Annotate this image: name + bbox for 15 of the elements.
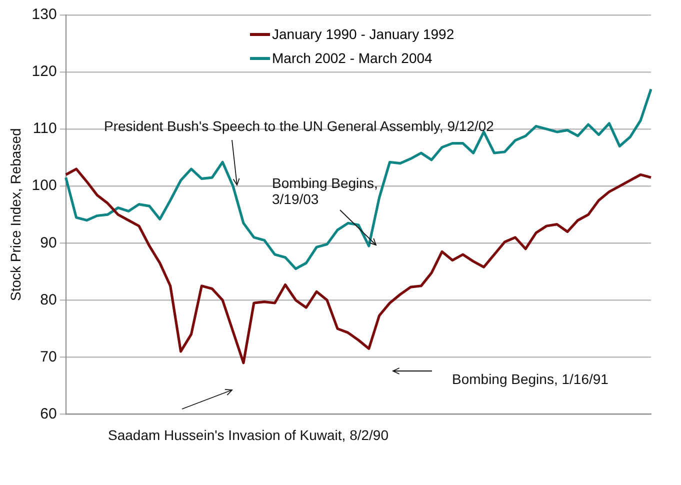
y-tick-label: 90 — [40, 234, 57, 252]
y-tick-label: 120 — [32, 63, 57, 80]
y-tick-label: 130 — [32, 6, 57, 24]
legend-label: January 1990 - January 1992 — [272, 26, 454, 42]
y-tick-label: 100 — [32, 177, 57, 194]
text: Saadam Hussein's Invasion of Kuwait, 8/2/90 — [108, 427, 388, 443]
y-tick-label: 80 — [40, 291, 57, 308]
annotation: Bombing Begins, 1/16/91 — [452, 371, 608, 387]
annotation: President Bush's Speech to the UN General Assembly, 9/12/02 — [104, 118, 494, 134]
y-tick-label: 110 — [32, 120, 57, 138]
y-tick-label: 60 — [40, 405, 57, 422]
y-axis-title: Stock Price Index, Rebased — [7, 128, 24, 301]
y-tick-label: 70 — [40, 348, 57, 366]
legend-label: March 2002 - March 2004 — [272, 50, 432, 66]
annotation: Bombing Begins, 3/19/03 — [272, 175, 379, 207]
